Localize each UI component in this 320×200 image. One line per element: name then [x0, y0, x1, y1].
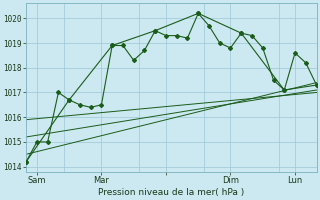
X-axis label: Pression niveau de la mer( hPa ): Pression niveau de la mer( hPa ) [98, 188, 244, 197]
